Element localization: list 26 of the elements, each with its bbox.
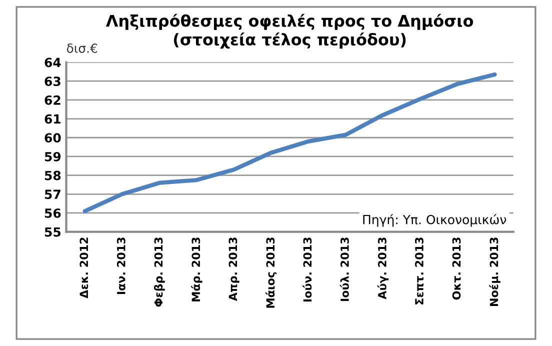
x-tick-label: Ιούλ. 2013	[340, 238, 349, 301]
y-tick-label: 55	[44, 227, 61, 237]
x-tick-label: Ιαν. 2013	[116, 238, 126, 294]
x-tick-label: Μάρ. 2013	[191, 238, 202, 302]
x-tick-label: Δεκ. 2012	[80, 238, 88, 298]
chart-title: Ληξιπρόθεσμες οφειλές προς το Δημόσιο (στοιχεία τέλος περιόδου)	[106, 14, 474, 49]
y-tick-label: 57	[44, 190, 60, 200]
x-tick-label: Νοέμ. 2013	[489, 238, 500, 306]
y-tick-label: 64	[44, 58, 61, 68]
y-tick-label: 59	[44, 152, 61, 162]
x-tick-label: Απρ. 2013	[228, 238, 240, 301]
y-axis-title: δισ.€	[66, 43, 98, 53]
x-tick-label: Οκτ. 2013	[452, 238, 461, 300]
y-tick-label: 56	[44, 208, 61, 218]
x-tick-label: Σεπτ. 2013	[415, 238, 424, 304]
y-tick-label: 58	[44, 170, 61, 180]
y-tick-label: 60	[44, 133, 61, 143]
x-tick-label: Μάιος 2013	[266, 238, 277, 308]
y-tick-label: 61	[44, 114, 61, 124]
x-tick-label: Αύγ. 2013	[377, 238, 389, 300]
annotation: Πηγή: Υπ. Οικονομικών	[363, 214, 506, 227]
line-series	[82, 72, 497, 214]
y-tick-label: 63	[44, 76, 60, 86]
x-tick-label: Ιούν. 2013	[302, 238, 312, 302]
y-tick-label: 62	[44, 95, 60, 105]
x-tick-label: Φεβρ. 2013	[154, 238, 165, 307]
